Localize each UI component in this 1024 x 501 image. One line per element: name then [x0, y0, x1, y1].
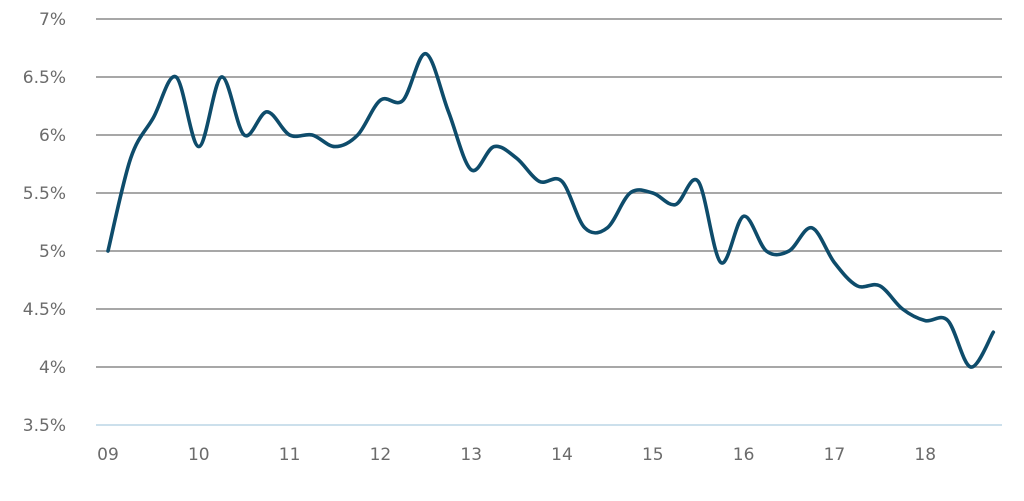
x-tick-label: 09: [97, 445, 119, 465]
x-tick-label: 17: [824, 445, 846, 465]
x-tick-label: 16: [733, 445, 755, 465]
x-tick-label: 13: [460, 445, 482, 465]
series-layer: [106, 52, 996, 369]
x-axis-ticks: 09 10 11 12 13 14 15 16 17 18: [97, 445, 936, 465]
y-tick-label: 3.5%: [23, 416, 66, 436]
y-axis-ticks: 3.5% 4% 4.5% 5% 5.5% 6% 6.5% 7%: [23, 10, 66, 436]
x-tick-label: 12: [370, 445, 392, 465]
x-tick-label: 11: [279, 445, 301, 465]
x-tick-label: 18: [914, 445, 936, 465]
y-tick-label: 4.5%: [23, 300, 66, 320]
y-tick-label: 7%: [39, 10, 66, 30]
y-tick-label: 6%: [39, 126, 66, 146]
grid-lines: [96, 18, 1002, 426]
x-tick-label: 10: [188, 445, 210, 465]
series-line-0: [106, 52, 996, 369]
y-tick-label: 5%: [39, 242, 66, 262]
y-tick-label: 6.5%: [23, 68, 66, 88]
y-tick-label: 4%: [39, 358, 66, 378]
x-tick-label: 14: [551, 445, 573, 465]
y-tick-label: 5.5%: [23, 184, 66, 204]
x-tick-label: 15: [642, 445, 664, 465]
